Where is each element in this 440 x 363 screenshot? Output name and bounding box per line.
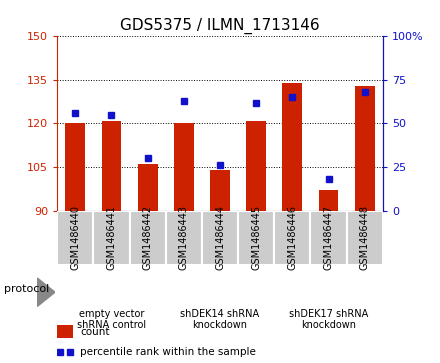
Bar	[66, 123, 85, 211]
Bar	[174, 123, 194, 211]
Text: protocol: protocol	[4, 284, 50, 294]
Polygon shape	[37, 278, 55, 306]
Bar	[238, 211, 274, 265]
Text: GSM1486441: GSM1486441	[106, 205, 117, 270]
Text: shDEK17 shRNA
knockdown: shDEK17 shRNA knockdown	[289, 309, 368, 330]
Text: GSM1486448: GSM1486448	[360, 205, 370, 270]
Title: GDS5375 / ILMN_1713146: GDS5375 / ILMN_1713146	[120, 17, 320, 33]
Text: count: count	[80, 327, 110, 337]
Bar	[57, 211, 93, 265]
Text: empty vector
shRNA control: empty vector shRNA control	[77, 309, 146, 330]
Bar	[311, 211, 347, 265]
Text: percentile rank within the sample: percentile rank within the sample	[80, 347, 256, 357]
Bar	[129, 211, 166, 265]
Bar	[202, 211, 238, 265]
Bar	[319, 190, 338, 211]
Text: GSM1486442: GSM1486442	[143, 205, 153, 270]
Bar	[93, 211, 129, 265]
Bar	[347, 211, 383, 265]
Text: GSM1486445: GSM1486445	[251, 205, 261, 270]
Text: GSM1486447: GSM1486447	[323, 205, 334, 270]
Bar	[210, 170, 230, 211]
Text: shDEK14 shRNA
knockdown: shDEK14 shRNA knockdown	[180, 309, 260, 330]
Bar	[355, 86, 375, 211]
Bar	[102, 121, 121, 211]
Text: GSM1486443: GSM1486443	[179, 205, 189, 270]
Bar	[57, 325, 73, 338]
Bar	[246, 121, 266, 211]
Text: GSM1486446: GSM1486446	[287, 205, 297, 270]
Text: GSM1486440: GSM1486440	[70, 205, 80, 270]
Text: GSM1486444: GSM1486444	[215, 205, 225, 270]
Bar	[274, 211, 311, 265]
Bar	[166, 211, 202, 265]
Bar	[138, 164, 158, 211]
Bar	[282, 83, 302, 211]
